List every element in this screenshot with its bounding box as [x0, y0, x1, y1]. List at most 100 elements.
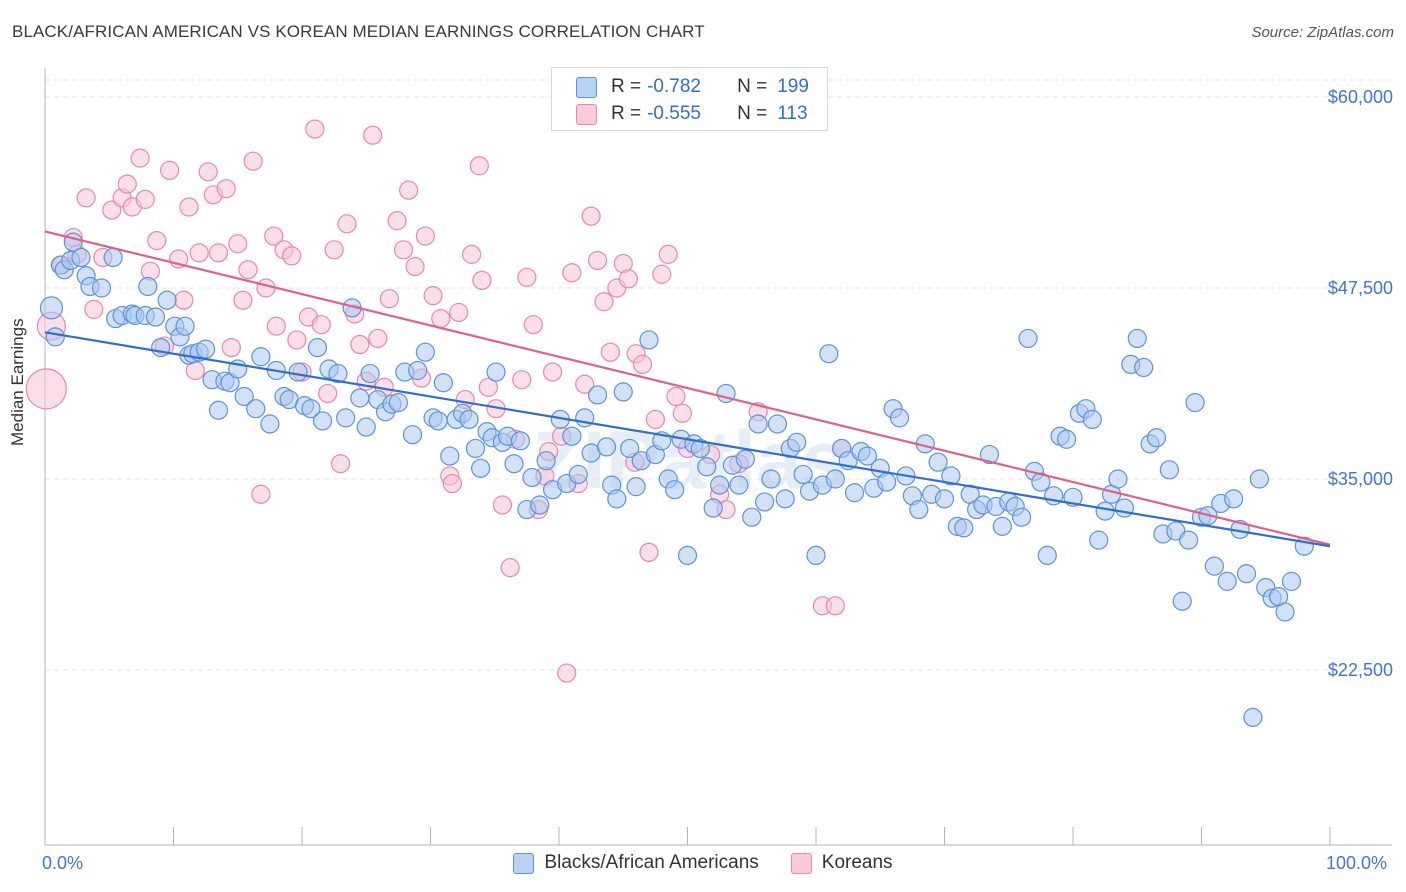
black-point — [1281, 571, 1302, 591]
korean-point — [208, 243, 229, 263]
korean-point — [318, 383, 338, 404]
n-label: N = — [737, 103, 768, 124]
korean-point — [228, 234, 248, 254]
black-point — [138, 276, 158, 297]
black-point — [388, 393, 408, 413]
black-point — [288, 362, 308, 382]
black-point — [819, 344, 839, 364]
korean-point — [216, 179, 236, 199]
korean-point — [130, 148, 150, 168]
korean-point — [500, 558, 520, 578]
black-point — [301, 399, 321, 419]
y-tick-60000: $60,000 — [1327, 87, 1393, 107]
korean-point — [393, 240, 414, 260]
black-point — [1031, 472, 1051, 492]
black-point — [530, 495, 550, 515]
korean-point — [562, 263, 582, 283]
legend-item-blacks[interactable]: Blacks/African Americans — [513, 852, 759, 874]
korean-point — [238, 260, 258, 280]
black-point — [844, 483, 865, 503]
series-legend: Blacks/African Americans Koreans — [0, 852, 1406, 874]
black-point — [787, 432, 807, 452]
black-point — [71, 247, 91, 268]
r-value: -0.782 — [647, 76, 701, 97]
black-point — [471, 458, 491, 478]
black-point — [208, 400, 229, 420]
black-point — [356, 417, 376, 437]
korean-point — [174, 290, 194, 310]
legend-label-blacks: Blacks/African Americans — [544, 852, 759, 873]
black-point — [1243, 707, 1263, 727]
black-point — [234, 386, 254, 407]
pink-swatch — [576, 103, 597, 125]
black-point — [626, 477, 646, 497]
black-point — [1159, 460, 1179, 480]
black-point — [1236, 564, 1257, 584]
legend-label-koreans: Koreans — [821, 852, 893, 873]
black-point — [45, 327, 65, 347]
korean-point — [618, 269, 638, 289]
korean-point — [542, 362, 563, 382]
black-point — [954, 518, 974, 538]
korean-point — [399, 180, 419, 200]
korean-point — [672, 403, 692, 423]
korean-point — [324, 240, 344, 260]
black-point — [1146, 428, 1167, 448]
korean-point — [658, 244, 678, 264]
black-point — [1127, 328, 1147, 349]
black-point — [710, 475, 730, 495]
korean-point — [387, 211, 407, 231]
korean-point — [431, 308, 451, 329]
korean-point — [337, 214, 357, 234]
korean-trend-line — [44, 230, 1331, 546]
korean-point — [666, 386, 686, 407]
black-point — [1134, 357, 1154, 378]
n-value: 113 — [777, 103, 808, 124]
axes — [44, 68, 1392, 846]
black-point — [639, 330, 659, 350]
r-label: R = — [611, 76, 642, 97]
black-point — [522, 467, 542, 488]
korean-point — [368, 328, 388, 349]
y-axis-label: Median Earnings — [8, 318, 27, 446]
black-point — [91, 278, 112, 298]
black-point — [328, 363, 348, 384]
korean-point — [517, 267, 537, 287]
black-point — [613, 382, 633, 402]
black-point — [360, 363, 380, 384]
black-point — [1018, 328, 1038, 349]
korean-point — [415, 226, 435, 246]
korean-point — [287, 330, 307, 350]
blue-swatch — [513, 852, 535, 874]
black-point — [246, 399, 266, 419]
x-tick-100: 100.0% — [1326, 853, 1388, 873]
black-point — [486, 362, 506, 382]
black-point — [934, 489, 955, 509]
black-point — [620, 438, 640, 459]
black-point — [754, 492, 775, 512]
korean-point — [117, 174, 137, 194]
korean-point — [600, 342, 621, 362]
black-point — [761, 469, 781, 489]
korean-point — [449, 302, 469, 323]
legend-item-koreans[interactable]: Koreans — [790, 852, 893, 874]
korean-point — [264, 226, 284, 246]
korean-point — [266, 316, 286, 336]
black-point — [729, 475, 749, 495]
korean-point — [652, 264, 672, 284]
x-tick-0: 0.0% — [42, 853, 84, 873]
black-point — [402, 425, 423, 445]
black-point — [909, 499, 929, 520]
korean-point — [557, 663, 577, 683]
black-point — [979, 444, 1000, 465]
korean-point — [135, 189, 155, 209]
pink-swatch — [790, 852, 812, 874]
black-point — [504, 454, 524, 474]
black-point — [312, 411, 333, 431]
black-point — [941, 466, 961, 486]
black-point — [677, 545, 698, 566]
korean-point — [221, 337, 241, 358]
black-point — [1095, 501, 1115, 521]
korean-point — [147, 231, 167, 251]
